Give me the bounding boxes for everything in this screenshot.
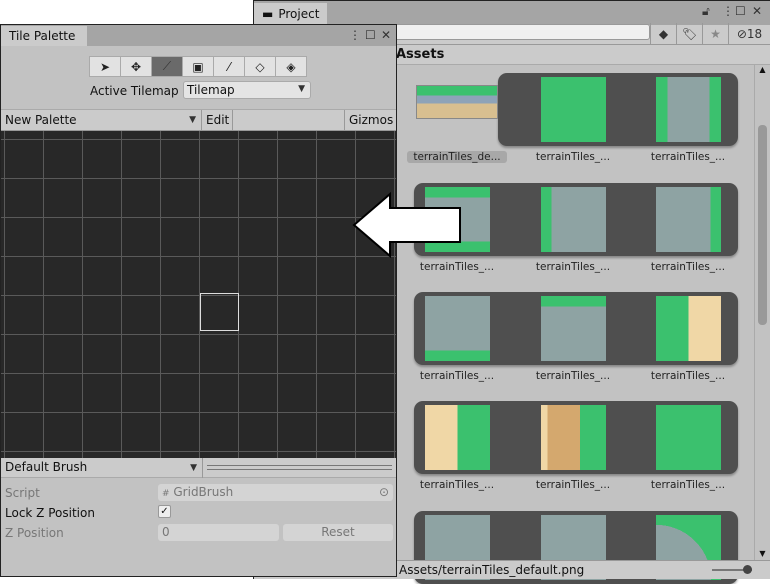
maximize-icon[interactable]: ☐ <box>365 28 376 42</box>
brush-dropdown[interactable]: Default Brush ▼ <box>1 458 203 478</box>
selected-cell <box>200 293 239 331</box>
asset-label: terrainTiles_de... <box>407 151 507 163</box>
filter-by-type-icon[interactable]: ◆ <box>650 23 676 44</box>
box-fill-icon: ▣ <box>192 59 204 74</box>
sprite-tile[interactable] <box>541 296 606 361</box>
eraser-icon: ◇ <box>255 59 265 74</box>
select-tool-button[interactable]: ➤ <box>89 56 121 77</box>
chevron-down-icon: ▼ <box>298 84 305 94</box>
z-position-field[interactable]: 0 <box>158 524 279 541</box>
chevron-down-icon: ▼ <box>189 115 196 125</box>
sprite-tile[interactable] <box>656 296 721 361</box>
sprite-tile[interactable] <box>656 187 721 252</box>
active-tilemap-label: Active Tilemap <box>90 84 179 98</box>
erase-tool-button[interactable]: ◇ <box>244 56 276 77</box>
hidden-count: 18 <box>746 26 763 41</box>
paint-tool-button[interactable]: ⟋ <box>151 56 183 77</box>
filter-by-label-icon[interactable]: 🏷︎ <box>676 23 702 44</box>
z-position-label: Z Position <box>5 526 64 540</box>
project-tab-bar: ▬ Project 🔓︎ ⋮ ☐ ✕ <box>254 1 770 25</box>
tile-palette-window: Tile Palette ⋮ ☐ ✕ ➤ ✥ ⟋ ▣ ⁄ ◇ ◈ Active … <box>0 24 397 577</box>
selected-asset-path: Assets/terrainTiles_default.png <box>399 563 585 577</box>
lock-icon[interactable]: 🔓︎ <box>702 4 710 18</box>
close-icon[interactable]: ✕ <box>752 4 763 18</box>
move-icon: ✥ <box>130 59 142 74</box>
asset-label: terrainTiles_... <box>535 370 611 382</box>
edit-button[interactable]: Edit <box>202 110 233 131</box>
picker-tool-button[interactable]: ⁄ <box>213 56 245 77</box>
search-input[interactable] <box>384 24 650 40</box>
tile-palette-tab-label: Tile Palette <box>9 29 76 43</box>
more-menu-icon[interactable]: ⋮ <box>722 4 734 18</box>
sprite-tile[interactable] <box>425 296 490 361</box>
palette-name: New Palette <box>5 113 77 127</box>
slider-knob[interactable] <box>743 565 752 574</box>
project-tab[interactable]: ▬ Project <box>254 3 328 25</box>
maximize-icon[interactable]: ☐ <box>735 4 746 18</box>
asset-label: terrainTiles_... <box>535 261 611 273</box>
eyedropper-icon: ⁄ <box>227 59 230 74</box>
icon-size-slider[interactable] <box>712 565 752 574</box>
object-picker-icon[interactable]: ⊙ <box>378 485 389 499</box>
active-tilemap-dropdown[interactable]: Tilemap ▼ <box>183 81 311 99</box>
sprite-tile[interactable] <box>425 405 490 470</box>
paint-bucket-icon: ◈ <box>286 59 296 74</box>
asset-label: terrainTiles_... <box>535 479 611 491</box>
chevron-down-icon: ▼ <box>190 463 197 473</box>
asset-label: terrainTiles_... <box>419 479 495 491</box>
script-value: GridBrush <box>173 485 234 499</box>
scroll-thumb[interactable] <box>758 125 767 325</box>
tool-strip: ➤ ✥ ⟋ ▣ ⁄ ◇ ◈ <box>89 56 307 77</box>
active-tilemap-value: Tilemap <box>187 83 235 97</box>
sprite-tile[interactable] <box>656 405 721 470</box>
more-menu-icon[interactable]: ⋮ <box>349 28 361 42</box>
move-tool-button[interactable]: ✥ <box>120 56 152 77</box>
sprite-tile[interactable] <box>541 405 606 470</box>
asset-label: terrainTiles_... <box>650 151 726 163</box>
asset-label: terrainTiles_... <box>535 151 611 163</box>
flood-fill-tool-button[interactable]: ◈ <box>275 56 307 77</box>
tile-palette-tab[interactable]: Tile Palette <box>1 26 87 46</box>
palette-grid-canvas[interactable] <box>1 131 396 458</box>
project-window: ▬ Project 🔓︎ ⋮ ☐ ✕ ◆ 🏷︎ ★ ⊘ 18 Assets terr… <box>253 0 770 584</box>
reset-button[interactable]: Reset <box>283 524 393 541</box>
sprite-tile[interactable] <box>541 77 606 142</box>
palette-dropdown[interactable]: New Palette ▼ <box>1 110 202 131</box>
sprite-tile[interactable] <box>541 187 606 252</box>
brush-icon: ⟋ <box>162 59 172 73</box>
asset-label: terrainTiles_... <box>650 261 726 273</box>
lock-z-checkbox[interactable]: ✓ <box>158 505 171 518</box>
asset-label: terrainTiles_... <box>650 370 726 382</box>
lock-z-label: Lock Z Position <box>5 506 95 520</box>
script-field: # GridBrush ⊙ <box>158 484 393 501</box>
asset-label: terrainTiles_... <box>650 479 726 491</box>
sprite-tile[interactable] <box>656 77 721 142</box>
project-tab-label: Project <box>278 7 320 21</box>
script-label: Script <box>5 486 40 500</box>
favorite-star-icon[interactable]: ★ <box>702 23 728 44</box>
gizmos-button[interactable]: Gizmos <box>344 110 397 131</box>
scrollbar[interactable]: ▲ ▼ <box>754 65 770 560</box>
cursor-icon: ➤ <box>99 59 111 74</box>
eye-hidden-icon: ⊘ <box>736 26 747 41</box>
close-icon[interactable]: ✕ <box>381 28 392 42</box>
texture-thumbnail[interactable] <box>416 85 498 119</box>
palette-toolbar: New Palette ▼ Edit Gizmos <box>1 109 396 131</box>
brush-name: Default Brush <box>5 460 88 474</box>
brush-bar: Default Brush ▼ <box>1 458 396 478</box>
box-fill-tool-button[interactable]: ▣ <box>182 56 214 77</box>
resize-handle[interactable] <box>207 465 392 470</box>
asset-label: terrainTiles_... <box>419 370 495 382</box>
hidden-packages-button[interactable]: ⊘ 18 <box>728 23 770 44</box>
asset-label: terrainTiles_... <box>419 261 495 273</box>
folder-icon: ▬ <box>262 7 274 21</box>
script-icon: # <box>162 489 170 499</box>
palette-tab-bar: Tile Palette ⋮ ☐ ✕ <box>1 25 396 46</box>
drag-arrow-icon <box>352 192 461 258</box>
